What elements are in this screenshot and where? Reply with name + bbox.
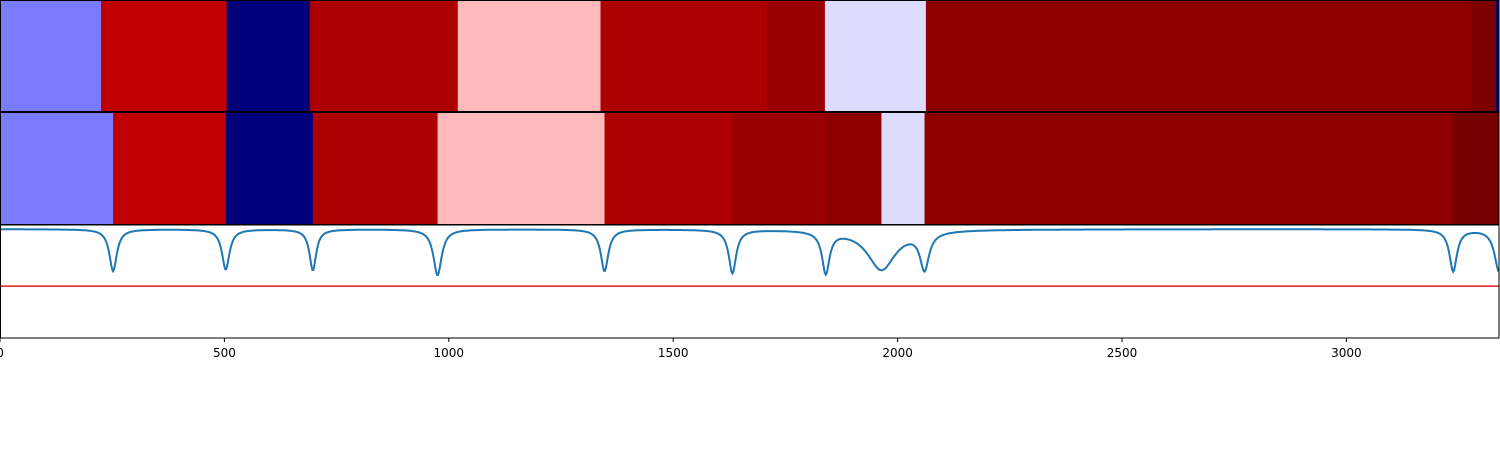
segment-row2-8 bbox=[825, 113, 882, 224]
segment-row2-5 bbox=[437, 113, 606, 224]
signal-line bbox=[0, 228, 1500, 277]
segment-row2-3 bbox=[225, 113, 314, 224]
segment-row2-7 bbox=[732, 113, 827, 224]
segment-row1-8 bbox=[824, 1, 927, 112]
segment-row1-10 bbox=[1472, 1, 1497, 112]
segment-row1-7 bbox=[766, 1, 826, 112]
segment-row1-9 bbox=[925, 1, 1473, 112]
segment-row1-3 bbox=[226, 1, 311, 112]
x-tick-label-500: 500 bbox=[213, 346, 236, 360]
segment-row2-9 bbox=[881, 113, 926, 224]
x-tick-label-1500: 1500 bbox=[658, 346, 689, 360]
x-tick-label-0: 0 bbox=[0, 346, 4, 360]
segment-row2-11 bbox=[1453, 113, 1500, 224]
segment-row1-1 bbox=[0, 1, 102, 112]
segment-row1-6 bbox=[600, 1, 768, 112]
segment-row1-5 bbox=[457, 1, 601, 112]
row1-frame bbox=[0, 0, 1500, 112]
line-frame bbox=[0, 224, 1500, 339]
panel-frames bbox=[0, 0, 1500, 339]
x-tick-label-1000: 1000 bbox=[434, 346, 465, 360]
segment-row-2 bbox=[0, 113, 1500, 224]
segment-row-1 bbox=[0, 1, 1500, 112]
x-tick-label-2500: 2500 bbox=[1107, 346, 1138, 360]
segment-row2-10 bbox=[924, 113, 1454, 224]
x-tick-label-3000: 3000 bbox=[1331, 346, 1362, 360]
segment-row1-2 bbox=[100, 1, 228, 112]
segment-row2-6 bbox=[604, 113, 733, 224]
x-tick-label-2000: 2000 bbox=[882, 346, 913, 360]
x-axis: 0 500 1000 1500 2000 2500 3000 bbox=[0, 338, 1362, 360]
segment-row2-4 bbox=[312, 113, 439, 224]
segment-row2-1 bbox=[0, 113, 114, 224]
line-panel bbox=[0, 228, 1500, 287]
segment-row1-4 bbox=[309, 1, 459, 112]
segment-row2-2 bbox=[113, 113, 227, 224]
segment-rows bbox=[0, 1, 1500, 224]
segment-row1-11 bbox=[1495, 1, 1500, 112]
